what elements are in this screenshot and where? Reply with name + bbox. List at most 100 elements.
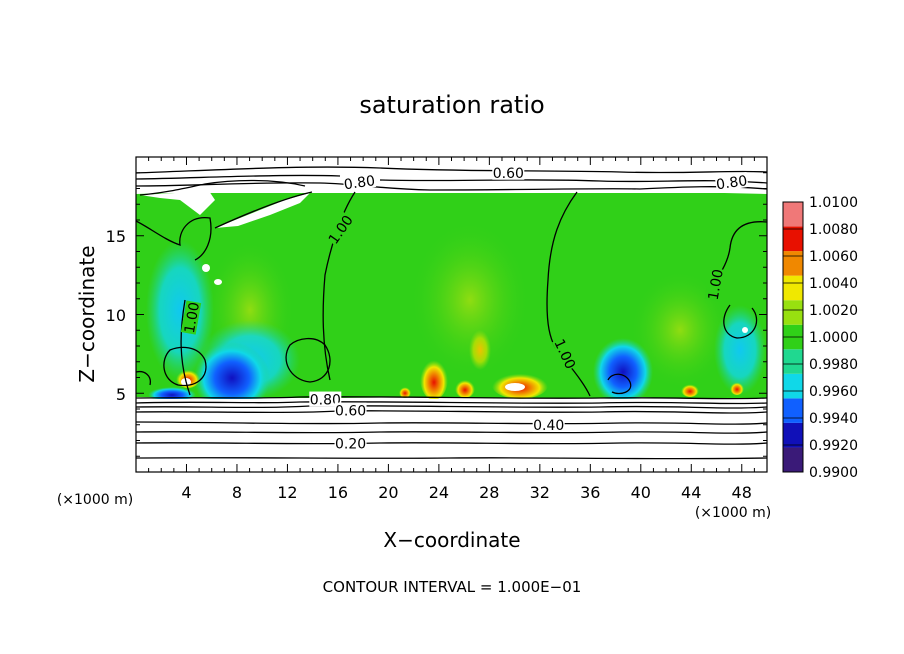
x-tick-label: 16	[328, 483, 348, 502]
x-tick-label: 44	[681, 483, 701, 502]
cyan-patch	[714, 305, 766, 395]
colorbar-swatch	[783, 226, 803, 252]
x-tick-label: 12	[277, 483, 297, 502]
y-axis-title: Z−coordinate	[75, 245, 99, 382]
lime-patch	[630, 270, 730, 390]
cyan-patch	[146, 240, 214, 380]
contour-label: 0.60	[492, 164, 525, 182]
contour-line	[136, 174, 341, 180]
x-tick-label: 8	[232, 483, 242, 502]
y-tick-label: 5	[116, 385, 126, 404]
colorbar-swatch	[783, 275, 803, 301]
contour-line	[723, 304, 758, 339]
contour-label-text: 0.20	[335, 437, 366, 453]
contour-label-text: 0.80	[715, 173, 748, 193]
blue-patch	[593, 338, 653, 406]
contour-label-bg	[342, 172, 377, 192]
contour-label-bg	[704, 267, 725, 302]
x-tick-label: 48	[732, 483, 752, 502]
x-tick-label: 24	[429, 483, 449, 502]
y-tick-label: 10	[106, 306, 126, 325]
contour-interval-note: CONTOUR INTERVAL = 1.000E−01	[323, 578, 582, 596]
contour-label: 1.00	[704, 267, 727, 302]
colorbar-label: 0.9980	[809, 357, 858, 373]
contour-label: 1.00	[180, 300, 203, 335]
colorbar-swatch	[783, 398, 803, 423]
dry-spot	[202, 264, 210, 272]
x-tick-label: 20	[378, 483, 398, 502]
contour-label-text: 0.60	[493, 166, 524, 182]
upper-dry-layer	[136, 157, 767, 193]
red-patch	[420, 356, 448, 400]
contour-line	[136, 442, 767, 445]
contour-label-text: 1.00	[706, 268, 727, 301]
colorbar-swatch	[783, 422, 803, 448]
x-tick-label: 32	[530, 483, 550, 502]
chart-title: saturation ratio	[359, 91, 544, 119]
contour-line	[285, 337, 331, 383]
saturation-field	[136, 157, 767, 472]
contour-label-text: 0.60	[335, 404, 366, 420]
x-tick-label: 4	[181, 483, 191, 502]
colorbar-label: 0.9920	[809, 438, 858, 454]
contour-line	[136, 166, 767, 174]
x-tick-label: 28	[479, 483, 499, 502]
red-patch	[399, 386, 411, 398]
contour-line	[136, 396, 767, 400]
contour-label-bg	[492, 164, 525, 180]
lower-dry-layer	[136, 399, 767, 472]
contour-line	[136, 401, 767, 405]
contour-line	[136, 370, 151, 386]
contour-label-text: 0.40	[533, 418, 564, 434]
contour-label: 0.80	[342, 172, 377, 193]
x-unit-right: (×1000 m)	[695, 505, 771, 521]
contour-label-text: 1.00	[182, 301, 203, 334]
contour-label: 0.80	[714, 172, 749, 193]
colorbar-label: 0.9940	[809, 411, 858, 427]
contour-line	[546, 191, 591, 397]
dry-spot	[214, 279, 222, 285]
dry-spot	[742, 327, 748, 333]
colorbar-swatch	[783, 300, 803, 325]
colorbar-label: 1.0040	[809, 276, 858, 292]
colorbar-label: 1.0000	[809, 330, 858, 346]
contour-labels: 0.600.80 0.801.001.001.001.000.800.600.40…	[180, 164, 749, 453]
contour-label-bg	[532, 416, 565, 432]
colorbar-label: 0.9960	[809, 384, 858, 400]
colorbar-swatch	[783, 202, 803, 227]
colorbar-label: 1.0060	[809, 249, 858, 265]
x-tick-label: 36	[580, 483, 600, 502]
contour-line	[136, 457, 767, 460]
contour-line	[136, 405, 767, 409]
red-patch	[455, 378, 475, 398]
red-patch	[469, 330, 491, 370]
contour-label-bg	[180, 300, 202, 335]
contour-label-bg	[714, 172, 749, 192]
lime-patch	[410, 220, 530, 380]
x-axis-title: X−coordinate	[383, 528, 520, 552]
blue-patch	[194, 342, 270, 414]
colorbar: 0.9900 0.9920 0.9940 0.9960 0.9980 1.0000 1.00…	[782, 195, 858, 481]
colorbar-swatch	[783, 447, 803, 472]
contour-line	[379, 179, 767, 184]
x-unit-left: (×1000 m)	[57, 492, 133, 508]
colorbar-swatch	[783, 373, 803, 399]
colorbar-label: 0.9900	[809, 465, 858, 481]
contour-label-bg	[334, 402, 367, 418]
contour-label: 0.40	[532, 416, 565, 434]
contour-line	[607, 373, 632, 395]
dry-wedge	[215, 193, 310, 228]
axis-ticks	[136, 157, 767, 472]
dry-spot	[505, 383, 525, 391]
contour-label: 0.60	[334, 402, 367, 420]
y-tick-labels: 5 10 15	[106, 227, 126, 404]
colorbar-swatch	[783, 349, 803, 374]
colorbar-label: 1.0080	[809, 222, 858, 238]
colorbar-label: 1.0020	[809, 303, 858, 319]
contour-label-bg	[551, 335, 580, 372]
contour-label-bg	[334, 435, 367, 451]
colorbar-label: 1.0100	[809, 195, 858, 211]
contour-line	[163, 346, 207, 387]
x-tick-label: 40	[631, 483, 651, 502]
